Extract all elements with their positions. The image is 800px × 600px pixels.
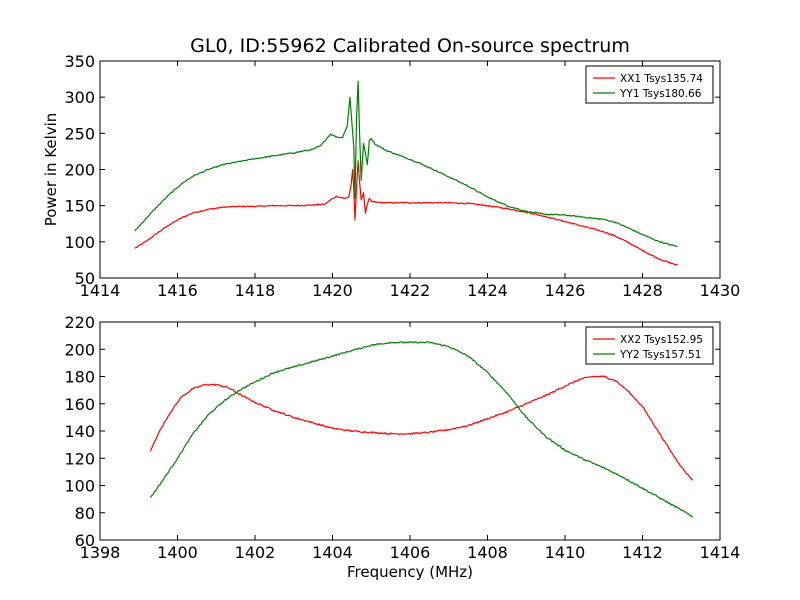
bottom-x-tick-label: 1412: [622, 543, 663, 562]
top-y-tick-label: 250: [64, 124, 95, 143]
top-x-tick-label: 1428: [622, 281, 663, 300]
top-series-line-2: [134, 80, 678, 247]
top-x-tick-label: 1422: [390, 281, 431, 300]
bottom-y-tick-label: 120: [64, 449, 95, 468]
figure-title: GL0, ID:55962 Calibrated On-source spect…: [190, 35, 630, 57]
bottom-y-tick-label: 180: [64, 368, 95, 387]
bottom-legend-label-2: YY2 Tsys157.51: [619, 349, 701, 361]
top-y-tick-label: 350: [64, 52, 95, 71]
top-x-tick-label: 1430: [700, 281, 741, 300]
top-legend: [585, 65, 714, 104]
top-y-axis-label: Power in Kelvin: [42, 113, 60, 227]
bottom-y-tick-label: 100: [64, 477, 95, 496]
bottom-x-tick-label: 1398: [80, 543, 121, 562]
top-x-tick-label: 1418: [235, 281, 276, 300]
bottom-x-tick-label: 1408: [467, 543, 508, 562]
top-y-tick-label: 300: [64, 88, 95, 107]
top-spectrum-plot: 1414 1416 1418 1420 1422 1424 1426 1428 1430 50 10…: [42, 52, 740, 300]
top-legend-label-2: YY1 Tsys180.66: [619, 88, 702, 100]
bottom-x-tick-label: 1404: [312, 543, 353, 562]
bottom-x-tick-label: 1410: [545, 543, 586, 562]
top-x-tick-label: 1424: [467, 281, 508, 300]
bottom-y-tick-label: 60: [75, 531, 95, 550]
top-y-tick-label: 200: [64, 161, 95, 180]
top-x-tick-label: 1420: [312, 281, 353, 300]
top-y-tick-label: 100: [64, 233, 95, 252]
bottom-y-tick-label: 220: [64, 313, 95, 332]
top-x-tick-label: 1416: [157, 281, 198, 300]
bottom-series-line-1: [149, 375, 694, 481]
bottom-y-tick-label: 200: [64, 340, 95, 359]
bottom-x-tick-label: 1414: [700, 543, 741, 562]
top-series-line-1: [134, 160, 678, 266]
bottom-x-tick-label: 1400: [157, 543, 198, 562]
bottom-y-tick-label: 80: [75, 504, 95, 523]
bottom-series-line-2: [149, 341, 694, 518]
bottom-spectrum-plot: 1398 1400 1402 1404 1406 1408 1410 1412 1414 60 80…: [64, 313, 740, 581]
top-legend-label-1: XX1 Tsys135.74: [620, 73, 703, 85]
top-y-tick-label: 150: [64, 197, 95, 216]
top-x-tick-label: 1414: [80, 281, 121, 300]
bottom-y-tick-label: 140: [64, 422, 95, 441]
bottom-x-tick-label: 1406: [390, 543, 431, 562]
top-y-tick-label: 50: [75, 269, 95, 288]
bottom-y-tick-label: 160: [64, 395, 95, 414]
top-x-tick-label: 1426: [545, 281, 586, 300]
bottom-x-axis-label: Frequency (MHz): [347, 563, 473, 581]
bottom-legend: [585, 326, 714, 365]
bottom-x-tick-label: 1402: [235, 543, 276, 562]
bottom-legend-label-1: XX2 Tsys152.95: [620, 334, 703, 346]
